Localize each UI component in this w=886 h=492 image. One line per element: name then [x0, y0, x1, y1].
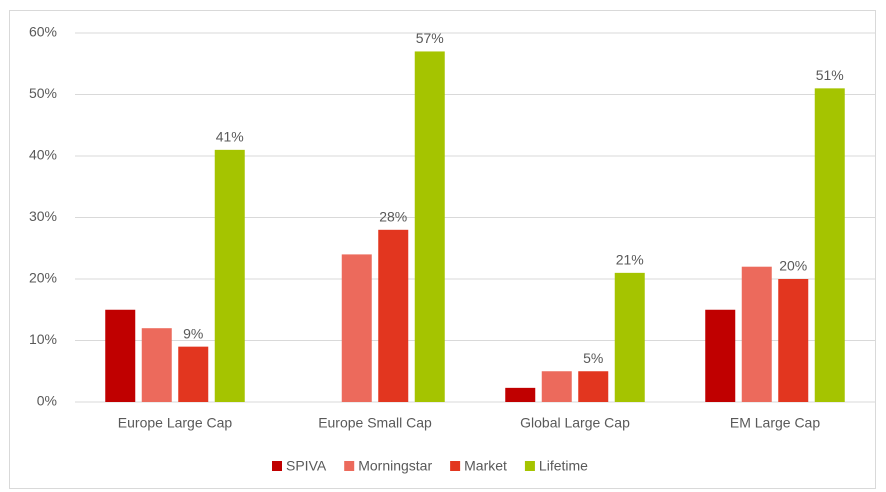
bar — [705, 309, 736, 402]
y-tick-label: 50% — [29, 85, 57, 101]
data-label: 51% — [816, 67, 844, 83]
y-tick-label: 40% — [29, 147, 57, 163]
legend-swatch — [524, 461, 535, 471]
bar — [578, 371, 609, 402]
x-tick-label: Europe Large Cap — [118, 415, 233, 431]
legend-label: SPIVA — [286, 458, 327, 474]
bar — [414, 51, 445, 402]
legend-swatch — [450, 461, 461, 471]
bar — [105, 309, 136, 402]
chart-border — [9, 10, 876, 489]
bar — [341, 254, 372, 402]
x-tick-label: Global Large Cap — [520, 415, 630, 431]
y-tick-label: 10% — [29, 331, 57, 347]
data-label: 41% — [216, 129, 244, 145]
bar — [814, 88, 845, 402]
bar — [741, 266, 772, 402]
y-tick-label: 0% — [37, 393, 57, 409]
data-label: 57% — [416, 30, 444, 46]
data-label: 21% — [616, 252, 644, 268]
data-label: 9% — [183, 325, 203, 341]
bar — [541, 371, 572, 402]
legend-swatch — [272, 461, 282, 471]
bar — [778, 279, 809, 402]
data-label: 28% — [379, 209, 407, 225]
legend-swatch — [344, 461, 355, 471]
y-tick-label: 30% — [29, 208, 57, 224]
data-label: 20% — [779, 258, 807, 274]
bar — [378, 229, 409, 402]
bar — [505, 387, 536, 402]
y-tick-label: 20% — [29, 270, 57, 286]
bar — [178, 346, 209, 402]
data-label: 5% — [583, 350, 603, 366]
x-tick-label: Europe Small Cap — [318, 415, 432, 431]
legend-label: Morningstar — [358, 458, 432, 474]
bar — [141, 328, 172, 402]
bar — [614, 272, 645, 402]
bar — [214, 149, 245, 402]
y-tick-label: 60% — [29, 24, 57, 40]
legend-label: Lifetime — [539, 458, 588, 474]
x-tick-label: EM Large Cap — [730, 415, 820, 431]
legend-label: Market — [464, 458, 507, 474]
